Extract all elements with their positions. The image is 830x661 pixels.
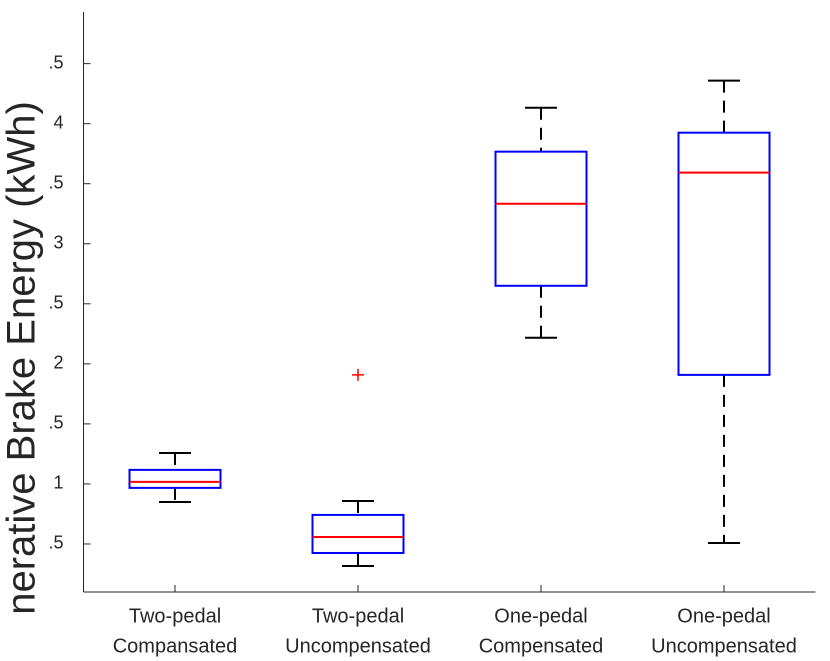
x-tick-label: Two-pedal (312, 605, 404, 627)
y-tick-label: 1 (53, 473, 63, 493)
x-tick-label: Compensated (479, 635, 604, 657)
box (677, 131, 771, 376)
y-axis-label: nerative Brake Energy (kWh) (0, 101, 44, 615)
y-tick-label: 2 (53, 353, 63, 373)
y-tick-label: 4 (53, 112, 63, 132)
y-tick-label: .5 (48, 52, 63, 72)
outlier (352, 368, 364, 381)
box (311, 513, 405, 554)
x-tick-label: Uncompensated (285, 635, 431, 657)
x-tick-label: Compansated (113, 635, 238, 657)
x-tick-label: One-pedal (494, 605, 587, 627)
x-tick-label: One-pedal (677, 605, 770, 627)
x-tick-label: Uncompensated (651, 635, 797, 657)
box (128, 468, 222, 489)
y-tick-label: .5 (48, 172, 63, 192)
box (494, 150, 588, 287)
y-tick-label: .5 (48, 293, 63, 313)
y-tick-label: 3 (53, 233, 63, 253)
y-tick-label: .5 (48, 533, 63, 553)
x-tick-label: Two-pedal (129, 605, 221, 627)
y-tick-label: .5 (48, 413, 63, 433)
